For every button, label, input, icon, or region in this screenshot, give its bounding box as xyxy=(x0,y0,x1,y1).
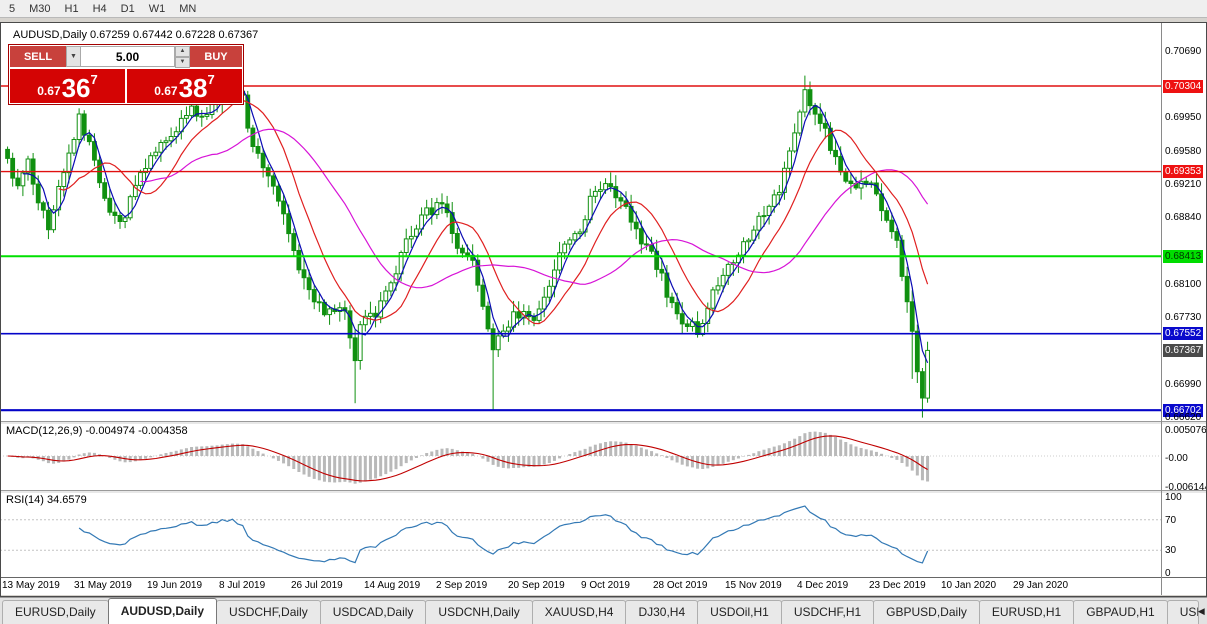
rsi-label: RSI(14) 34.6579 xyxy=(6,494,87,506)
chart-title: AUDUSD,Daily 0.67259 0.67442 0.67228 0.6… xyxy=(13,29,259,41)
price-scale-label: 0.69210 xyxy=(1165,179,1202,190)
price-scale-label: 0.66702 xyxy=(1163,403,1204,417)
price-scale[interactable]: 0.70690 0.70304 0.69950 0.69580 0.69353 0.692… xyxy=(1162,23,1207,595)
price-scale-label: 0.69580 xyxy=(1165,145,1202,157)
macd-name: MACD(12,26,9) xyxy=(6,425,83,437)
volume-dropdown-icon[interactable]: ▼ xyxy=(66,46,81,67)
rsi-value: 34.6579 xyxy=(46,494,87,506)
macd-values: -0.004974 -0.004358 xyxy=(85,425,188,437)
volume-input[interactable]: 5.00 xyxy=(81,46,175,67)
timeframe-button-m30[interactable]: M30 xyxy=(29,2,51,15)
indicator-scale-label: 100 xyxy=(1165,491,1182,503)
indicator-scale-label: -0.00 xyxy=(1165,452,1188,464)
price-scale-label: 0.69950 xyxy=(1165,112,1202,124)
bid-prefix: 0.67 xyxy=(37,84,61,98)
timeframe-button-w1[interactable]: W1 xyxy=(148,2,166,15)
buy-button[interactable]: BUY xyxy=(190,46,242,67)
panel-divider-macd[interactable] xyxy=(1,421,1206,425)
chart-tab-eurusd-daily[interactable]: EURUSD,Daily xyxy=(2,600,109,624)
chart-tab-audusd-daily[interactable]: AUDUSD,Daily xyxy=(107,598,218,624)
price-scale-separator xyxy=(1161,23,1162,595)
price-scale-label: 0.68840 xyxy=(1165,212,1202,224)
price-scale-label: 0.70304 xyxy=(1163,79,1204,93)
volume-up-button[interactable]: ▲ xyxy=(175,46,190,57)
ask-prefix: 0.67 xyxy=(154,84,178,98)
chart-tab-xauusd-h4[interactable]: XAUUSD,H4 xyxy=(531,600,627,624)
time-axis-separator xyxy=(1,577,1206,578)
volume-down-button[interactable]: ▼ xyxy=(175,57,190,68)
panel-divider-rsi[interactable] xyxy=(1,490,1206,494)
chart-tab-usd[interactable]: USD xyxy=(1166,600,1199,624)
chart-canvas[interactable] xyxy=(0,23,1161,577)
time-axis-label: 31 May 2019 xyxy=(74,580,132,591)
time-axis-label: 15 Nov 2019 xyxy=(725,580,782,591)
time-axis-label: 26 Jul 2019 xyxy=(291,580,343,591)
tab-scroll-left-button[interactable]: ◀ xyxy=(1197,606,1205,616)
sell-price-button[interactable]: 0.67 36 7 xyxy=(10,69,125,103)
time-axis-label: 28 Oct 2019 xyxy=(653,580,708,591)
volume-stepper: ▲ ▼ xyxy=(175,46,190,68)
time-axis-label: 10 Jan 2020 xyxy=(941,580,997,591)
price-scale-label: 0.70690 xyxy=(1165,45,1202,57)
time-axis-label: 14 Aug 2019 xyxy=(364,580,421,591)
time-axis-label: 20 Sep 2019 xyxy=(508,580,565,591)
price-scale-label: 0.67552 xyxy=(1163,327,1204,341)
time-axis-label: 19 Jun 2019 xyxy=(147,580,203,591)
timeframe-button-5[interactable]: 5 xyxy=(9,2,16,15)
chart-tab-usdchf-h1[interactable]: USDCHF,H1 xyxy=(780,600,875,624)
time-axis-label: 23 Dec 2019 xyxy=(869,580,926,591)
price-scale-label: 0.66990 xyxy=(1165,378,1202,390)
indicator-scale-label: -0.006144 xyxy=(1165,481,1207,493)
timeframe-button-h1[interactable]: H1 xyxy=(64,2,79,15)
macd-label: MACD(12,26,9) -0.004974 -0.004358 xyxy=(6,425,188,437)
chart-tab-dj30-h4[interactable]: DJ30,H4 xyxy=(625,600,699,624)
timeframe-toolbar: 5 M30 H1 H4 D1 W1 MN xyxy=(0,0,1207,18)
time-axis-label: 2 Sep 2019 xyxy=(436,580,488,591)
chart-tab-eurusd-h1[interactable]: EURUSD,H1 xyxy=(978,600,1075,624)
timeframe-button-mn[interactable]: MN xyxy=(179,2,197,15)
chart-tab-bar: EURUSD,Daily AUDUSD,Daily USDCHF,Daily USDC… xyxy=(0,597,1207,624)
price-scale-label: 0.67367 xyxy=(1163,343,1204,357)
buy-price-button[interactable]: 0.67 38 7 xyxy=(127,69,242,103)
price-scale-label: 0.68413 xyxy=(1163,249,1204,263)
chart-tab-usdcad-daily[interactable]: USDCAD,Daily xyxy=(319,600,427,624)
time-axis-label: 29 Jan 2020 xyxy=(1013,580,1069,591)
one-click-trading-panel: SELL ▼ 5.00 ▲ ▼ BUY 0.67 36 7 0.67 38 7 xyxy=(8,44,244,105)
chart-tab-usdcnh-daily[interactable]: USDCNH,Daily xyxy=(425,600,533,624)
price-scale-label: 0.69353 xyxy=(1163,165,1204,179)
time-axis-label: 4 Dec 2019 xyxy=(797,580,849,591)
ask-pip-digit: 7 xyxy=(207,72,215,87)
time-axis-label: 13 May 2019 xyxy=(2,580,60,591)
chart-tab-usdchf-daily[interactable]: USDCHF,Daily xyxy=(216,600,321,624)
indicator-scale-label: 70 xyxy=(1165,514,1177,526)
chart-tab-gbpusd-daily[interactable]: GBPUSD,Daily xyxy=(873,600,980,624)
bid-pip-digit: 7 xyxy=(90,72,98,87)
indicator-scale-label: 0 xyxy=(1165,567,1171,579)
indicator-scale-label: 30 xyxy=(1165,544,1177,556)
time-axis-label: 8 Jul 2019 xyxy=(219,580,266,591)
rsi-name: RSI(14) xyxy=(6,494,44,506)
time-axis-label: 9 Oct 2019 xyxy=(581,580,630,591)
indicator-scale-label: 0.005076 xyxy=(1165,424,1207,436)
bid-big-digits: 36 xyxy=(61,73,91,103)
timeframe-button-h4[interactable]: H4 xyxy=(92,2,107,15)
price-scale-label: 0.68100 xyxy=(1165,278,1202,290)
chart-tab-usdoil-h1[interactable]: USDOil,H1 xyxy=(697,600,782,624)
sell-button[interactable]: SELL xyxy=(10,46,66,67)
price-scale-label: 0.66620 xyxy=(1165,412,1202,424)
time-axis[interactable]: 13 May 2019 31 May 2019 19 Jun 2019 8 Jul 2… xyxy=(0,578,1161,595)
price-scale-label: 0.67730 xyxy=(1165,312,1202,324)
timeframe-button-d1[interactable]: D1 xyxy=(120,2,135,15)
ask-big-digits: 38 xyxy=(178,73,208,103)
chart-tab-gbpaud-h1[interactable]: GBPAUD,H1 xyxy=(1073,600,1168,624)
